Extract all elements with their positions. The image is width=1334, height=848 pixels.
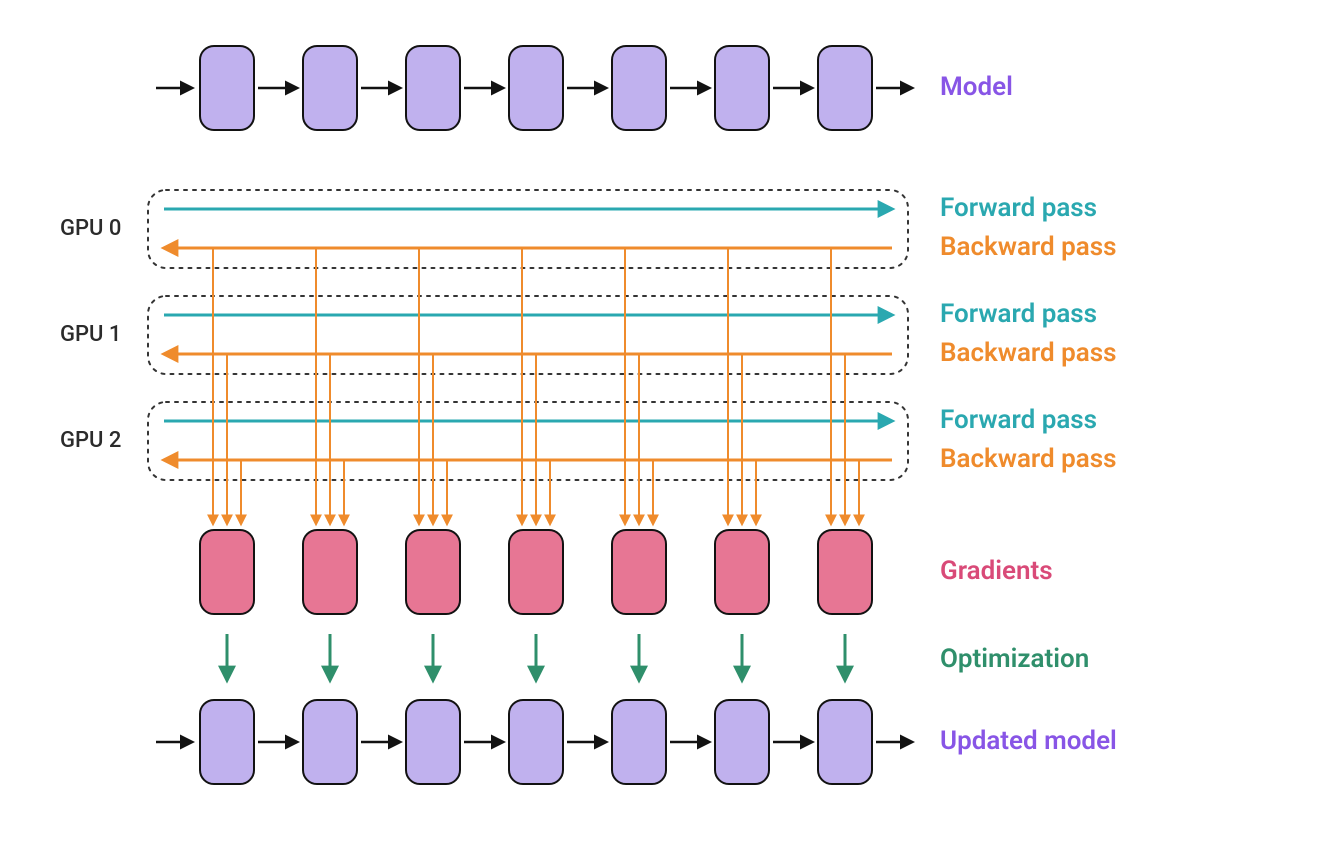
label-backward-2: Backward pass: [940, 444, 1116, 474]
gradient-block-3: [509, 530, 563, 614]
model-bottom-block-4: [612, 700, 666, 784]
gpu-label-0: GPU 0: [60, 216, 121, 241]
model-bottom-block-2: [406, 700, 460, 784]
gradient-block-4: [612, 530, 666, 614]
model-top-block-4: [612, 46, 666, 130]
gpu-box-0: [148, 190, 908, 268]
gpu-box-2: [148, 402, 908, 480]
model-bottom-block-0: [200, 700, 254, 784]
gradient-block-6: [818, 530, 872, 614]
label-gradients: Gradients: [940, 556, 1053, 586]
model-bottom-block-5: [715, 700, 769, 784]
model-top-block-3: [509, 46, 563, 130]
model-top-block-5: [715, 46, 769, 130]
label-forward-0: Forward pass: [940, 193, 1097, 223]
label-model: Model: [940, 72, 1013, 102]
model-bottom-block-1: [303, 700, 357, 784]
gradient-block-5: [715, 530, 769, 614]
label-backward-1: Backward pass: [940, 338, 1116, 368]
gpu-box-1: [148, 296, 908, 374]
model-top-block-6: [818, 46, 872, 130]
model-bottom-block-3: [509, 700, 563, 784]
model-top-block-0: [200, 46, 254, 130]
label-backward-0: Backward pass: [940, 232, 1116, 262]
label-forward-1: Forward pass: [940, 299, 1097, 329]
gradient-block-1: [303, 530, 357, 614]
gradient-block-0: [200, 530, 254, 614]
label-forward-2: Forward pass: [940, 405, 1097, 435]
label-optimization: Optimization: [940, 644, 1089, 674]
label-updated-model: Updated model: [940, 726, 1117, 756]
gpu-label-2: GPU 2: [60, 428, 121, 453]
gradient-block-2: [406, 530, 460, 614]
model-top-block-2: [406, 46, 460, 130]
model-top-block-1: [303, 46, 357, 130]
model-bottom-block-6: [818, 700, 872, 784]
gpu-label-1: GPU 1: [60, 322, 121, 347]
